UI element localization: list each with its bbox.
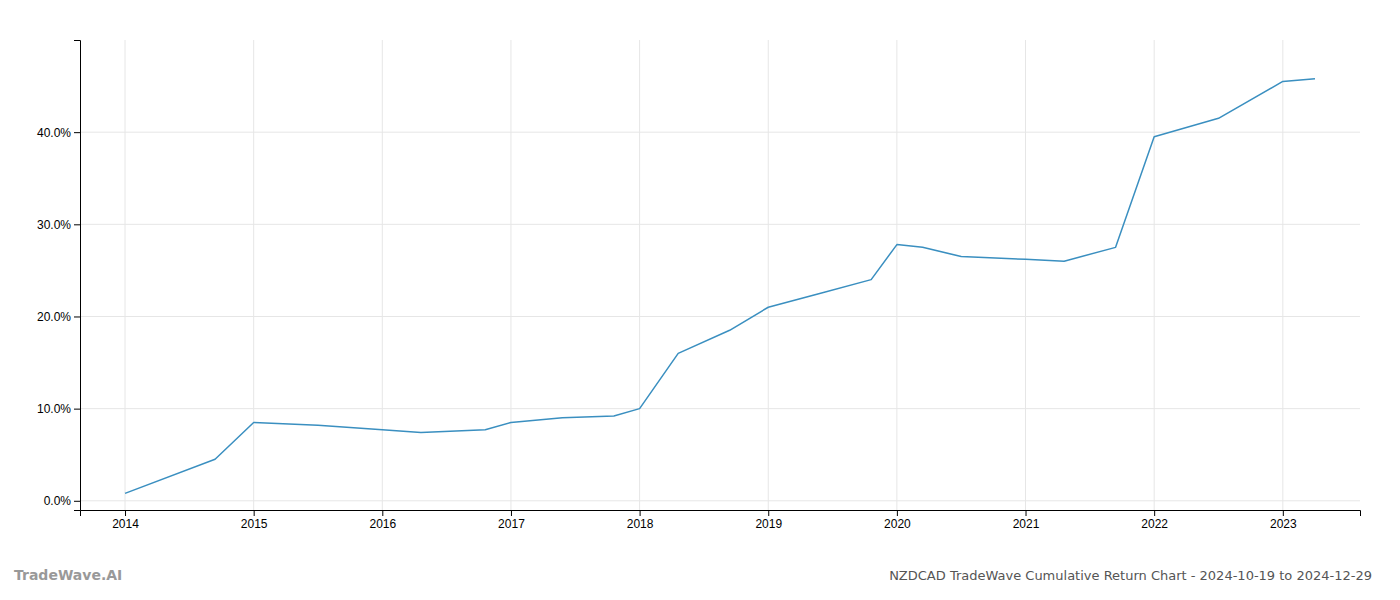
- x-tick-mark: [511, 510, 512, 516]
- x-grid-line: [1154, 40, 1155, 510]
- x-tick-mark: [640, 510, 641, 516]
- x-tick-mark: [382, 510, 383, 516]
- x-tick-mark: [254, 510, 255, 516]
- y-tick: 30.0%: [37, 218, 80, 232]
- x-tick: 2015: [241, 510, 268, 531]
- x-tick: 2017: [498, 510, 525, 531]
- x-tick-label: 2015: [241, 517, 268, 531]
- x-tick-label: 2022: [1141, 517, 1168, 531]
- y-tick-mark: [74, 409, 80, 410]
- x-grid-line: [125, 40, 126, 510]
- x-tick-label: 2017: [498, 517, 525, 531]
- x-tick-label: 2020: [884, 517, 911, 531]
- watermark: TradeWave.AI: [14, 567, 122, 583]
- x-tick-label: 2014: [112, 517, 139, 531]
- y-grid-line: [80, 408, 1360, 409]
- x-tick-mark: [897, 510, 898, 516]
- x-tick: 2016: [369, 510, 396, 531]
- x-tick: 2018: [627, 510, 654, 531]
- y-grid-line: [80, 500, 1360, 501]
- x-tick: 2019: [755, 510, 782, 531]
- plot: 2014 2015 2016 2017 2018 2019 2020 2021 2022 2023…: [37, 40, 1361, 531]
- x-tick-label: 2018: [627, 517, 654, 531]
- x-axis-line: [81, 511, 1361, 517]
- x-tick-label: 2023: [1270, 517, 1297, 531]
- y-tick: 20.0%: [37, 310, 80, 324]
- x-grid-line: [510, 40, 511, 510]
- x-tick-label: 2019: [755, 517, 782, 531]
- x-tick-mark: [768, 510, 769, 516]
- x-tick-mark: [125, 510, 126, 516]
- x-tick-label: 2021: [1013, 517, 1040, 531]
- y-tick-mark: [74, 501, 80, 502]
- y-tick: 0.0%: [44, 494, 80, 508]
- y-tick-mark: [74, 132, 80, 133]
- y-tick: 10.0%: [37, 402, 80, 416]
- x-tick-label: 2016: [369, 517, 396, 531]
- x-tick-mark: [1283, 510, 1284, 516]
- x-tick: 2022: [1141, 510, 1168, 531]
- title: NZDCAD TradeWave Cumulative Return Chart…: [889, 568, 1372, 583]
- chart: 2014 2015 2016 2017 2018 2019 2020 2021 2022 2023…: [0, 0, 1400, 600]
- y-axis: 0.0% 10.0% 20.0% 30.0% 40.0%: [37, 41, 81, 511]
- line: [125, 79, 1315, 494]
- x-grid-line: [1025, 40, 1026, 510]
- y-tick: 40.0%: [37, 125, 80, 139]
- y-tick-mark: [74, 224, 80, 225]
- x-tick: 2020: [884, 510, 911, 531]
- y-axis-line: [74, 41, 81, 511]
- y-tick-label: 0.0%: [44, 494, 72, 508]
- y-tick-label: 30.0%: [37, 218, 71, 232]
- y-tick-mark: [74, 316, 80, 317]
- x-grid-line: [1282, 40, 1283, 510]
- x-tick-mark: [1154, 510, 1155, 516]
- x-axis: 2014 2015 2016 2017 2018 2019 2020 2021 2022 2023: [81, 510, 1361, 531]
- x-grid-line: [382, 40, 383, 510]
- x-grid-line: [639, 40, 640, 510]
- x-tick-mark: [1026, 510, 1027, 516]
- y-grid-line: [80, 224, 1360, 225]
- y-grid-line: [80, 316, 1360, 317]
- y-tick-label: 40.0%: [37, 125, 71, 139]
- y-tick-label: 20.0%: [37, 310, 71, 324]
- x-grid-line: [253, 40, 254, 510]
- grid: [80, 40, 1360, 510]
- x-grid-line: [896, 40, 897, 510]
- x-tick: 2021: [1013, 510, 1040, 531]
- y-tick-label: 10.0%: [37, 402, 71, 416]
- x-tick: 2023: [1270, 510, 1297, 531]
- marks: [125, 79, 1315, 494]
- x-grid-line: [768, 40, 769, 510]
- x-tick: 2014: [112, 510, 139, 531]
